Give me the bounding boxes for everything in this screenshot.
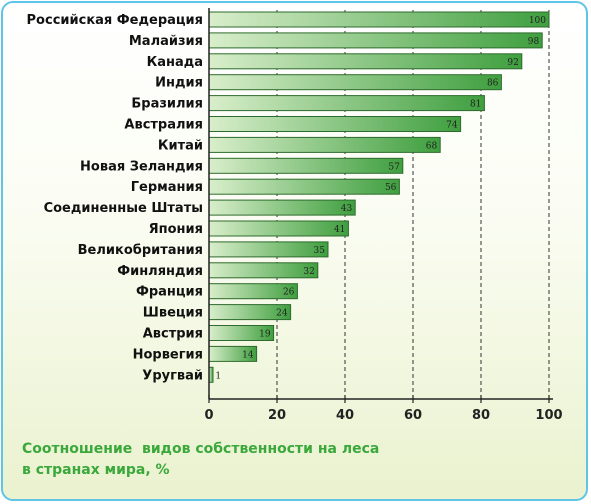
value-label: 41 xyxy=(334,225,345,235)
x-tick-label: 20 xyxy=(268,408,286,423)
value-label: 92 xyxy=(507,58,518,68)
category-label: Япония xyxy=(149,222,203,237)
category-label: Канада xyxy=(147,55,203,70)
value-label: 32 xyxy=(303,267,314,277)
category-label: Франция xyxy=(136,285,203,300)
bar-2 xyxy=(208,53,523,70)
value-label: 86 xyxy=(487,79,499,89)
category-label: Германия xyxy=(131,180,203,195)
category-label: Финляндия xyxy=(117,264,203,279)
value-label: 1 xyxy=(215,371,221,381)
category-label: Российская Федерация xyxy=(27,13,203,28)
category-label: Швеция xyxy=(143,306,203,321)
value-label: 68 xyxy=(426,141,438,151)
bar-8 xyxy=(208,178,400,195)
category-label: Великобритания xyxy=(78,243,203,258)
bar-9 xyxy=(208,199,356,216)
x-tick-label: 60 xyxy=(404,408,422,423)
x-tick-label: 0 xyxy=(204,408,213,423)
category-label: Бразилия xyxy=(131,97,203,112)
x-tick-label: 100 xyxy=(535,408,562,423)
bar-11 xyxy=(208,241,329,258)
category-label: Индия xyxy=(155,76,203,91)
category-label: Соединенные Штаты xyxy=(44,201,203,216)
value-label: 98 xyxy=(528,37,540,47)
value-label: 19 xyxy=(259,330,271,340)
bar-1 xyxy=(208,32,543,49)
category-label: Австралия xyxy=(124,118,203,133)
value-label: 24 xyxy=(276,309,288,319)
category-label: Уругвай xyxy=(142,368,203,383)
bar-3 xyxy=(208,74,502,91)
category-label: Китай xyxy=(158,138,203,153)
value-label: 57 xyxy=(388,162,400,172)
bar-7 xyxy=(208,157,404,174)
value-label: 43 xyxy=(341,204,353,214)
value-label: 56 xyxy=(385,183,397,193)
value-label: 26 xyxy=(283,288,295,298)
bar-10 xyxy=(208,220,349,237)
category-label: Малайзия xyxy=(129,34,203,49)
x-tick-label: 80 xyxy=(472,408,490,423)
value-label: 100 xyxy=(529,16,546,26)
category-label: Новая Зеландия xyxy=(80,159,203,174)
value-label: 74 xyxy=(446,121,458,131)
bar-12 xyxy=(208,262,319,279)
value-label: 35 xyxy=(314,246,326,256)
value-label: 14 xyxy=(242,350,254,360)
chart-caption: Соотношение видов собственности на леса … xyxy=(22,441,380,478)
bar-4 xyxy=(208,95,485,112)
value-label: 81 xyxy=(470,100,481,110)
bar-5 xyxy=(208,116,462,132)
bar-6 xyxy=(208,136,441,153)
category-label: Норвегия xyxy=(133,347,203,362)
bar-chart: Российская Федерация 100 Малайзия 98 Канада 9… xyxy=(27,8,563,423)
category-label: Австрия xyxy=(143,327,203,342)
x-tick-label: 40 xyxy=(336,408,354,423)
bar-0 xyxy=(208,11,550,28)
